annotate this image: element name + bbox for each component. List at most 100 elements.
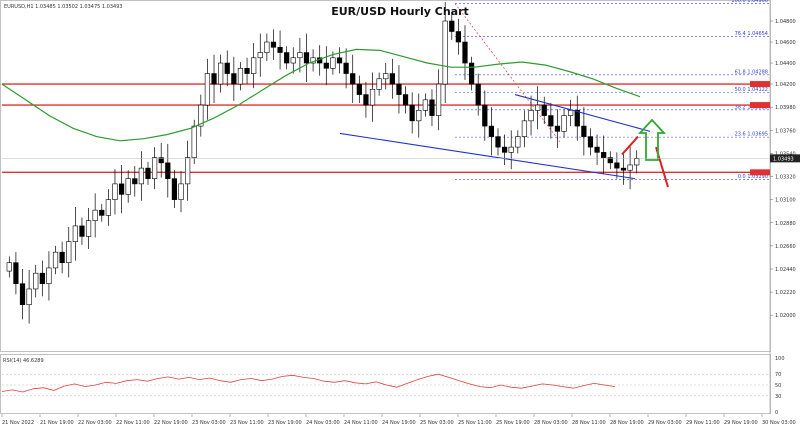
price-tick-label: 1.03320 (775, 175, 796, 181)
candle-body (165, 162, 171, 179)
forecast-arrows (621, 118, 669, 188)
candle-body (587, 136, 594, 148)
candle-body (455, 31, 461, 43)
price-tick-label: 1.02440 (775, 267, 796, 273)
candle-body (191, 125, 197, 158)
candle-body (594, 146, 600, 153)
price-tick-label: 1.04600 (775, 40, 796, 46)
candle-body (468, 62, 475, 85)
candle-body (19, 283, 26, 306)
candle-body (297, 52, 303, 59)
time-tick-label: 23 Nov 19:00 (268, 420, 302, 426)
price-tick-label: 1.03100 (775, 198, 796, 204)
time-axis: 21 Nov 2022 21 Nov 19:00 22 Nov 03:00 22 No… (1, 414, 796, 426)
time-tick-label: 22 Nov 11:00 (116, 420, 150, 426)
candle-body (125, 178, 131, 195)
time-tick-label: 28 Nov 11:00 (572, 420, 606, 426)
support-tag (750, 169, 770, 176)
candle-body (435, 83, 442, 116)
candle-body (449, 20, 455, 32)
candle-body (105, 199, 111, 216)
candle-body (145, 167, 151, 179)
fibonacci-levels: 100.0 1.04966 76.4 1.04654 61.8 1.04288 50.… (454, 0, 770, 180)
candle-body (303, 52, 310, 64)
candle-body (488, 125, 495, 137)
fib-level-label: 76.4 1.04654 (735, 31, 768, 37)
candlesticks (6, 2, 640, 324)
candle-body (112, 183, 118, 200)
candle-body (548, 115, 554, 127)
time-tick-label: 30 Nov 03:00 (762, 420, 796, 426)
candle-body (66, 241, 72, 263)
candle-body (528, 110, 534, 122)
candle-body (402, 94, 409, 106)
candle-body (231, 73, 237, 85)
candle-body (568, 110, 574, 116)
candle-body (627, 164, 633, 171)
price-tick-label: 1.04400 (775, 61, 796, 67)
time-tick-label: 25 Nov 19:00 (496, 420, 530, 426)
candle-body (39, 272, 45, 285)
candle-body (376, 78, 382, 90)
candle-body (211, 73, 217, 85)
time-tick-label: 25 Nov 03:00 (420, 420, 454, 426)
candle-body (409, 104, 415, 122)
price-tick-label: 1.04800 (775, 19, 796, 25)
candle-body (535, 104, 541, 111)
moving-average-line (1, 48, 641, 142)
time-tick-label: 21 Nov 2022 (2, 420, 34, 426)
candle-body (198, 104, 204, 127)
price-tick-label: 1.02880 (775, 221, 796, 227)
candle-body (396, 83, 402, 95)
candle-body (620, 167, 627, 171)
candle-body (99, 209, 105, 216)
time-tick-label: 23 Nov 11:00 (230, 420, 264, 426)
time-tick-label: 29 Nov 11:00 (686, 420, 720, 426)
resistance-tag (750, 81, 770, 88)
candle-body (356, 83, 362, 95)
candle-body (284, 52, 290, 64)
time-tick-label: 29 Nov 03:00 (648, 420, 682, 426)
candle-body (475, 83, 481, 106)
fib-anchor-line (454, 3, 561, 143)
time-tick-label: 24 Nov 11:00 (344, 420, 378, 426)
candle-body (634, 158, 640, 166)
fib-level-label: 0.0 1.03290 (738, 174, 768, 180)
trend-lines (339, 94, 651, 180)
price-panel-frame (0, 0, 771, 352)
candle-body (554, 125, 561, 132)
candle-body (270, 41, 277, 48)
time-tick-label: 28 Nov 03:00 (534, 420, 568, 426)
current-price-tag (770, 154, 800, 163)
candle-body (336, 57, 343, 64)
time-tick-label: 25 Nov 11:00 (458, 420, 492, 426)
candle-body (422, 99, 428, 111)
candle-body (79, 225, 85, 237)
candle-body (244, 67, 250, 74)
fib-level-label: 23.6 1.03695 (735, 132, 768, 138)
candle-body (482, 104, 488, 127)
candle-body (52, 251, 59, 269)
price-tick-label: 1.04200 (775, 82, 796, 88)
candle-body (515, 136, 521, 148)
time-tick-label: 23 Nov 03:00 (192, 420, 226, 426)
candle-body (237, 67, 244, 85)
rsi-panel-frame (0, 354, 771, 414)
fib-level-label: 61.8 1.04288 (735, 69, 768, 75)
candle-body (601, 152, 607, 158)
price-tick-label: 1.03760 (775, 128, 796, 134)
candle-body (257, 52, 263, 59)
price-tick-label: 1.02220 (775, 290, 796, 296)
candle-body (178, 183, 184, 200)
candle-body (323, 62, 329, 69)
candle-body (502, 146, 508, 153)
candle-body (59, 251, 65, 263)
time-tick-label: 29 Nov 19:00 (724, 420, 758, 426)
rsi-axis-label: 70 (775, 372, 781, 378)
bullish-path-arrow (621, 135, 639, 156)
candle-body (277, 46, 283, 53)
candle-body (158, 157, 164, 164)
price-tick-label: 1.02660 (775, 244, 796, 250)
candle-body (138, 167, 144, 185)
